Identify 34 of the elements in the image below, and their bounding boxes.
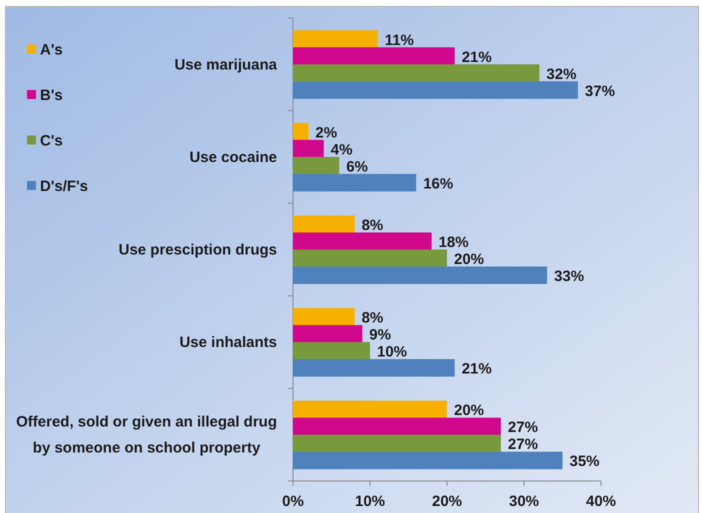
data-label: 35% <box>570 453 600 470</box>
x-tick-label: 30% <box>508 493 540 510</box>
data-label: 8% <box>362 310 384 327</box>
x-tick-label: 10% <box>354 493 386 510</box>
data-label: 21% <box>462 48 492 66</box>
data-label: 4% <box>330 141 352 158</box>
data-label: 8% <box>362 216 384 234</box>
y-tick-label: Offered, sold or given an illegal drug by someone on school property <box>16 414 277 457</box>
y-tick-label: Use marijuana <box>174 56 278 74</box>
data-label: 21% <box>462 360 492 378</box>
legend-label: A's <box>40 42 63 58</box>
y-tick-label: Use cocaine <box>189 148 277 166</box>
data-label: 20% <box>454 402 484 420</box>
data-label: 18% <box>438 234 469 251</box>
data-label: 16% <box>423 175 454 192</box>
x-tick-label: 20% <box>432 493 462 510</box>
x-tick-label: 0% <box>282 493 304 510</box>
legend-label: D's/F's <box>40 178 88 195</box>
data-label: 37% <box>584 82 615 100</box>
data-label: 20% <box>454 251 484 268</box>
legend-label: B's <box>40 87 63 104</box>
data-label: 2% <box>315 124 338 142</box>
data-label: 6% <box>346 158 368 176</box>
y-tick-label: Use presciption drugs <box>118 242 277 258</box>
legend-label: C's <box>40 132 63 150</box>
data-label: 27% <box>508 436 538 454</box>
y-tick-label: Use inhalants <box>179 334 277 352</box>
data-label: 10% <box>377 344 408 361</box>
data-label: 33% <box>554 268 584 286</box>
x-tick-label: 40% <box>586 493 616 510</box>
data-label: 32% <box>546 66 576 83</box>
data-label: 27% <box>508 419 538 436</box>
data-label: 9% <box>369 326 391 344</box>
data-label: 11% <box>384 32 414 49</box>
